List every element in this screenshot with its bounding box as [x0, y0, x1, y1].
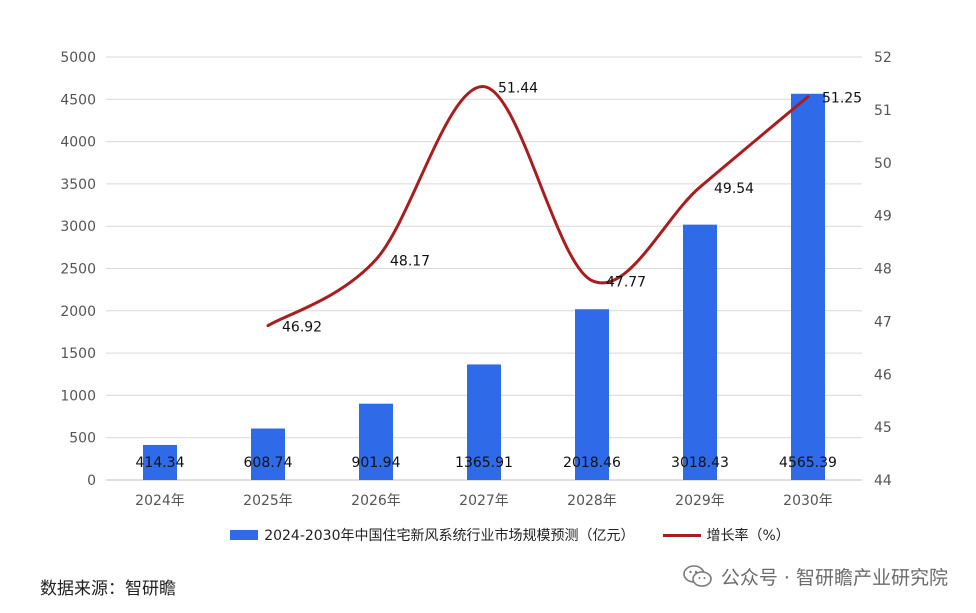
line-data-label: 48.17	[390, 254, 430, 270]
x-axis-tick: 2029年	[675, 493, 725, 509]
right-axis-tick: 51	[874, 103, 892, 119]
left-axis-tick: 1500	[60, 346, 96, 362]
left-axis-tick: 3500	[60, 177, 96, 193]
watermark-text: 公众号 · 智研瞻产业研究院	[720, 566, 948, 589]
bar	[143, 444, 177, 480]
x-axis-tick: 2030年	[783, 493, 833, 509]
left-axis-tick: 500	[69, 431, 96, 447]
right-axis-tick: 49	[874, 209, 892, 225]
bar-data-label: 608.74	[244, 455, 293, 471]
left-axis-tick: 2000	[60, 304, 96, 320]
left-axis-tick: 3000	[60, 219, 96, 235]
x-axis-tick: 2024年	[135, 493, 185, 509]
bar-data-label: 3018.43	[671, 455, 729, 471]
bar	[791, 93, 825, 480]
right-axis-tick: 47	[874, 314, 892, 330]
bar-series	[143, 93, 825, 480]
line-series	[266, 85, 810, 328]
bar	[683, 224, 717, 480]
wechat-icon	[683, 565, 712, 587]
left-axis-tick: 4000	[60, 135, 96, 151]
x-axis-tick: 2026年	[351, 493, 401, 509]
bar	[467, 364, 501, 480]
right-axis-tick: 48	[874, 262, 892, 278]
bar-data-label: 2018.46	[563, 455, 621, 471]
line-data-label: 46.92	[282, 320, 322, 336]
x-axis-tick: 2025年	[243, 493, 293, 509]
bar	[575, 309, 609, 480]
right-axis-tick: 44	[874, 473, 892, 489]
bar-data-label: 4565.39	[779, 455, 837, 471]
bar	[359, 403, 393, 480]
watermark: 公众号 · 智研瞻产业研究院	[683, 561, 948, 591]
left-axis-tick: 5000	[60, 50, 96, 66]
legend-line-label: 增长率（%）	[706, 528, 790, 544]
right-axis-tick: 45	[874, 420, 892, 436]
legend-bar-label: 2024-2030年中国住宅新风系统行业市场规模预测（亿元）	[264, 528, 635, 544]
bar-data-labels: 414.34 608.74 901.94 1365.91 2018.46 3018.43 4…	[136, 455, 837, 471]
x-axis-tick: 2027年	[459, 493, 509, 509]
bar-data-label: 1365.91	[455, 455, 513, 471]
right-axis-tick: 50	[874, 156, 892, 172]
data-source-note: 数据来源：智研瞻	[40, 579, 176, 599]
line-data-label: 51.25	[822, 91, 862, 107]
left-axis-tick: 1000	[60, 388, 96, 404]
line-data-labels: 46.92 48.17 51.44 47.77 49.54 51.25	[282, 81, 862, 336]
right-axis-tick-labels: 44 45 46 47 48 49 50 51 52	[874, 50, 892, 489]
left-axis-tick: 2500	[60, 262, 96, 278]
line-data-label: 49.54	[714, 181, 754, 197]
left-axis-tick-labels: 0 500 1000 1500 2000 2500 3000 3500 4000 4500 5000	[60, 50, 96, 489]
legend-line-swatch	[662, 533, 701, 537]
line-data-label: 51.44	[498, 81, 538, 97]
x-axis-tick-labels: 2024年 2025年 2026年 2027年 2028年 2029年 2030年	[135, 493, 833, 509]
chart-area: 0 500 1000 1500 2000 2500 3000 3500 4000 4500 5000…	[60, 50, 892, 509]
legend: 2024-2030年中国住宅新风系统行业市场规模预测（亿元） 增长率（%）	[150, 522, 870, 548]
bar-data-label: 901.94	[352, 455, 401, 471]
bar	[251, 428, 285, 480]
right-axis-tick: 52	[874, 50, 892, 66]
right-axis-tick: 46	[874, 367, 892, 383]
x-axis-tick: 2028年	[567, 493, 617, 509]
legend-bar-swatch	[230, 530, 259, 540]
left-axis-tick: 0	[87, 473, 96, 489]
line-data-label: 47.77	[606, 275, 646, 291]
bar-data-label: 414.34	[136, 455, 185, 471]
left-axis-tick: 4500	[60, 92, 96, 108]
growth-rate-line	[266, 85, 810, 328]
gridlines	[106, 56, 862, 481]
